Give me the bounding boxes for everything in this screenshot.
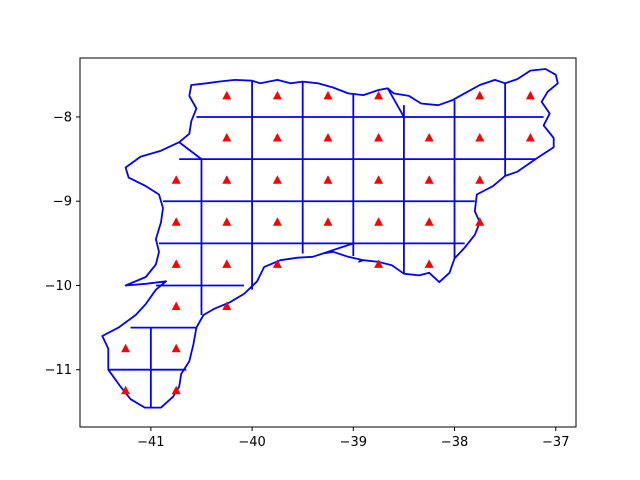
data-point-marker — [323, 133, 333, 142]
data-point-marker — [222, 259, 232, 268]
grid-cell-line — [386, 87, 405, 118]
x-axis: −41 −40 −39 −38 −37 — [137, 427, 569, 450]
data-point-marker — [323, 217, 333, 226]
x-tick-label: −39 — [340, 435, 367, 450]
data-point-marker — [525, 90, 535, 100]
data-point-marker — [171, 217, 181, 226]
data-point-marker — [323, 175, 333, 184]
data-point-marker — [171, 301, 181, 310]
data-point-marker — [171, 343, 181, 353]
data-point-marker — [323, 90, 333, 100]
data-point-marker — [475, 90, 485, 100]
grid-cell-line — [178, 141, 203, 160]
plot-area — [101, 68, 559, 409]
data-point-marker — [374, 133, 384, 142]
grid-cell-lines — [108, 80, 544, 408]
data-point-marker — [272, 175, 282, 184]
data-point-marker — [222, 175, 232, 184]
region-boundary — [101, 68, 559, 409]
data-point-marker — [171, 385, 181, 395]
data-point-marker — [424, 175, 434, 184]
data-point-marker — [222, 90, 232, 100]
data-point-marker — [374, 90, 384, 100]
data-point-marker — [222, 133, 232, 142]
data-point-marker — [374, 175, 384, 184]
data-point-marker — [272, 259, 282, 268]
data-point-marker — [272, 90, 282, 100]
data-point-marker — [171, 259, 181, 268]
data-point-marker — [171, 175, 181, 184]
marker-layer — [121, 90, 535, 395]
data-point-marker — [475, 133, 485, 142]
y-tick-label: −11 — [45, 363, 72, 378]
data-point-marker — [121, 343, 131, 353]
data-point-marker — [374, 259, 384, 268]
data-point-marker — [374, 217, 384, 226]
axes-frame — [79, 57, 577, 428]
y-tick-label: −8 — [53, 110, 72, 125]
data-point-marker — [424, 259, 434, 268]
x-tick-label: −37 — [542, 435, 569, 450]
data-point-marker — [475, 217, 485, 226]
x-tick-label: −38 — [441, 435, 468, 450]
x-tick-label: −41 — [137, 435, 164, 450]
data-point-marker — [121, 385, 131, 395]
data-point-marker — [222, 217, 232, 226]
x-tick-label: −40 — [238, 435, 265, 450]
data-point-marker — [222, 301, 232, 310]
data-point-marker — [272, 133, 282, 142]
y-tick-label: −9 — [53, 195, 72, 210]
data-point-marker — [475, 175, 485, 184]
y-axis: −8 −9 −10 −11 — [45, 110, 80, 378]
data-point-marker — [272, 217, 282, 226]
data-point-marker — [424, 217, 434, 226]
data-point-marker — [424, 133, 434, 142]
y-tick-label: −10 — [45, 279, 72, 294]
data-point-marker — [525, 133, 535, 142]
